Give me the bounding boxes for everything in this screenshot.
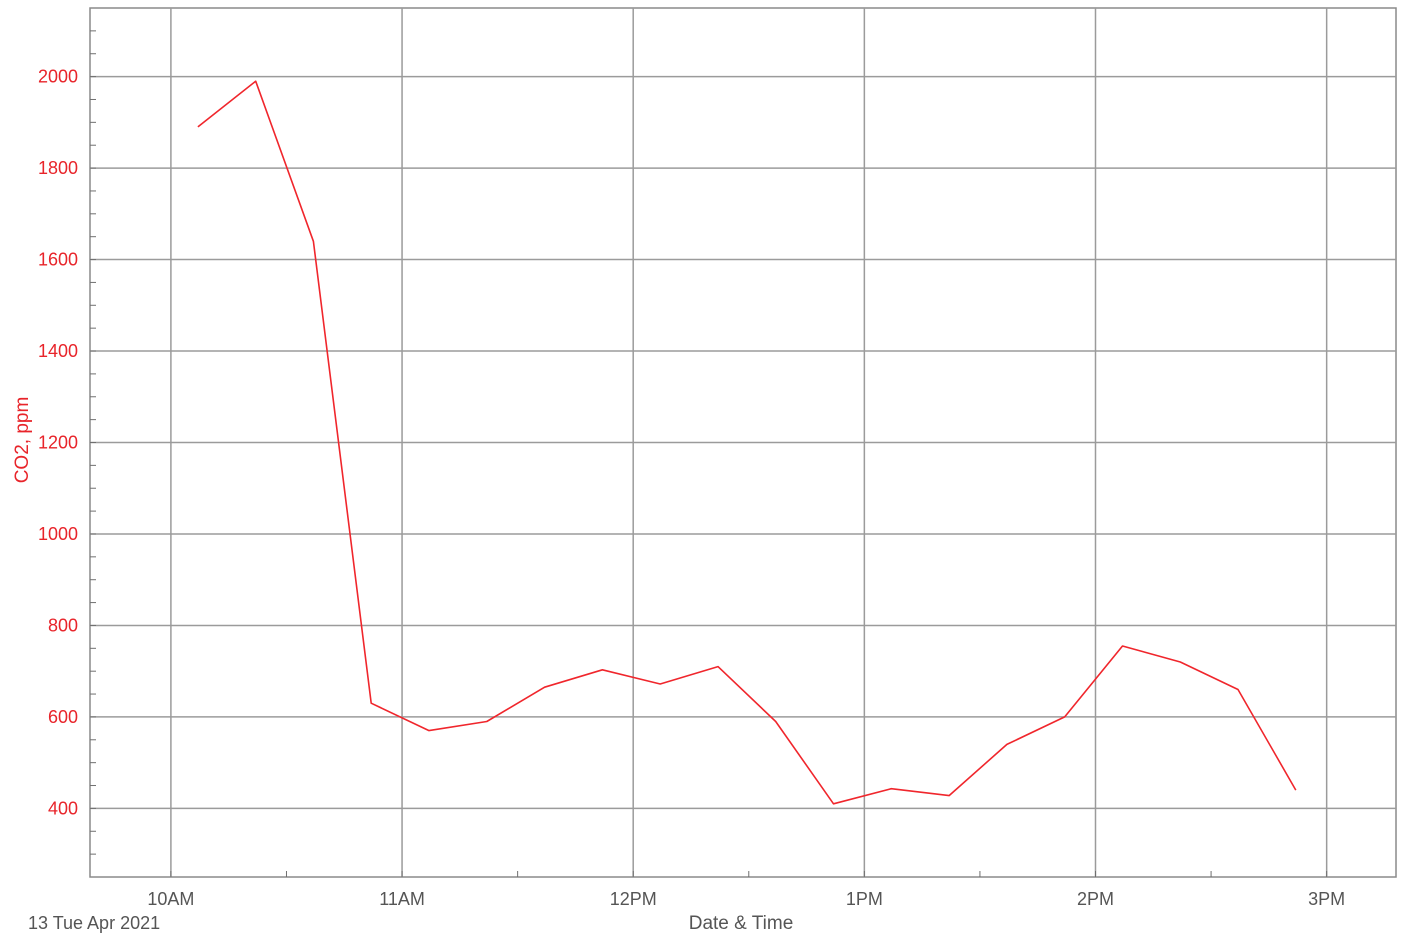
y-tick-label: 600 bbox=[48, 707, 78, 727]
y-axis-tick-labels: 400 600 800 1000 1200 1400 1600 1800 2000 bbox=[38, 67, 78, 819]
x-tick-label: 10AM bbox=[147, 889, 194, 909]
x-tick-label: 1PM bbox=[846, 889, 883, 909]
date-label: 13 Tue Apr 2021 bbox=[28, 913, 160, 933]
x-tick-label: 11AM bbox=[379, 889, 425, 909]
co2-series-line bbox=[197, 80, 1297, 805]
y-axis-title: CO2, ppm bbox=[12, 397, 33, 484]
x-tick-label: 3PM bbox=[1308, 889, 1345, 909]
y-tick-label: 1200 bbox=[38, 433, 78, 453]
y-tick-label: 1600 bbox=[38, 250, 78, 270]
x-axis-title: Date & Time bbox=[689, 913, 794, 934]
minor-ticks bbox=[90, 30, 1328, 877]
x-axis-tick-labels: 10AM 11AM 12PM 1PM 2PM 3PM bbox=[147, 889, 1345, 909]
y-tick-label: 1400 bbox=[38, 341, 78, 361]
y-tick-label: 2000 bbox=[38, 67, 78, 87]
grid-lines bbox=[90, 8, 1396, 877]
y-tick-label: 1800 bbox=[38, 158, 78, 178]
y-tick-label: 1000 bbox=[38, 524, 78, 544]
x-tick-label: 2PM bbox=[1077, 889, 1114, 909]
y-tick-label: 400 bbox=[48, 798, 78, 818]
x-tick-label: 12PM bbox=[610, 889, 657, 909]
y-tick-label: 800 bbox=[48, 615, 78, 635]
